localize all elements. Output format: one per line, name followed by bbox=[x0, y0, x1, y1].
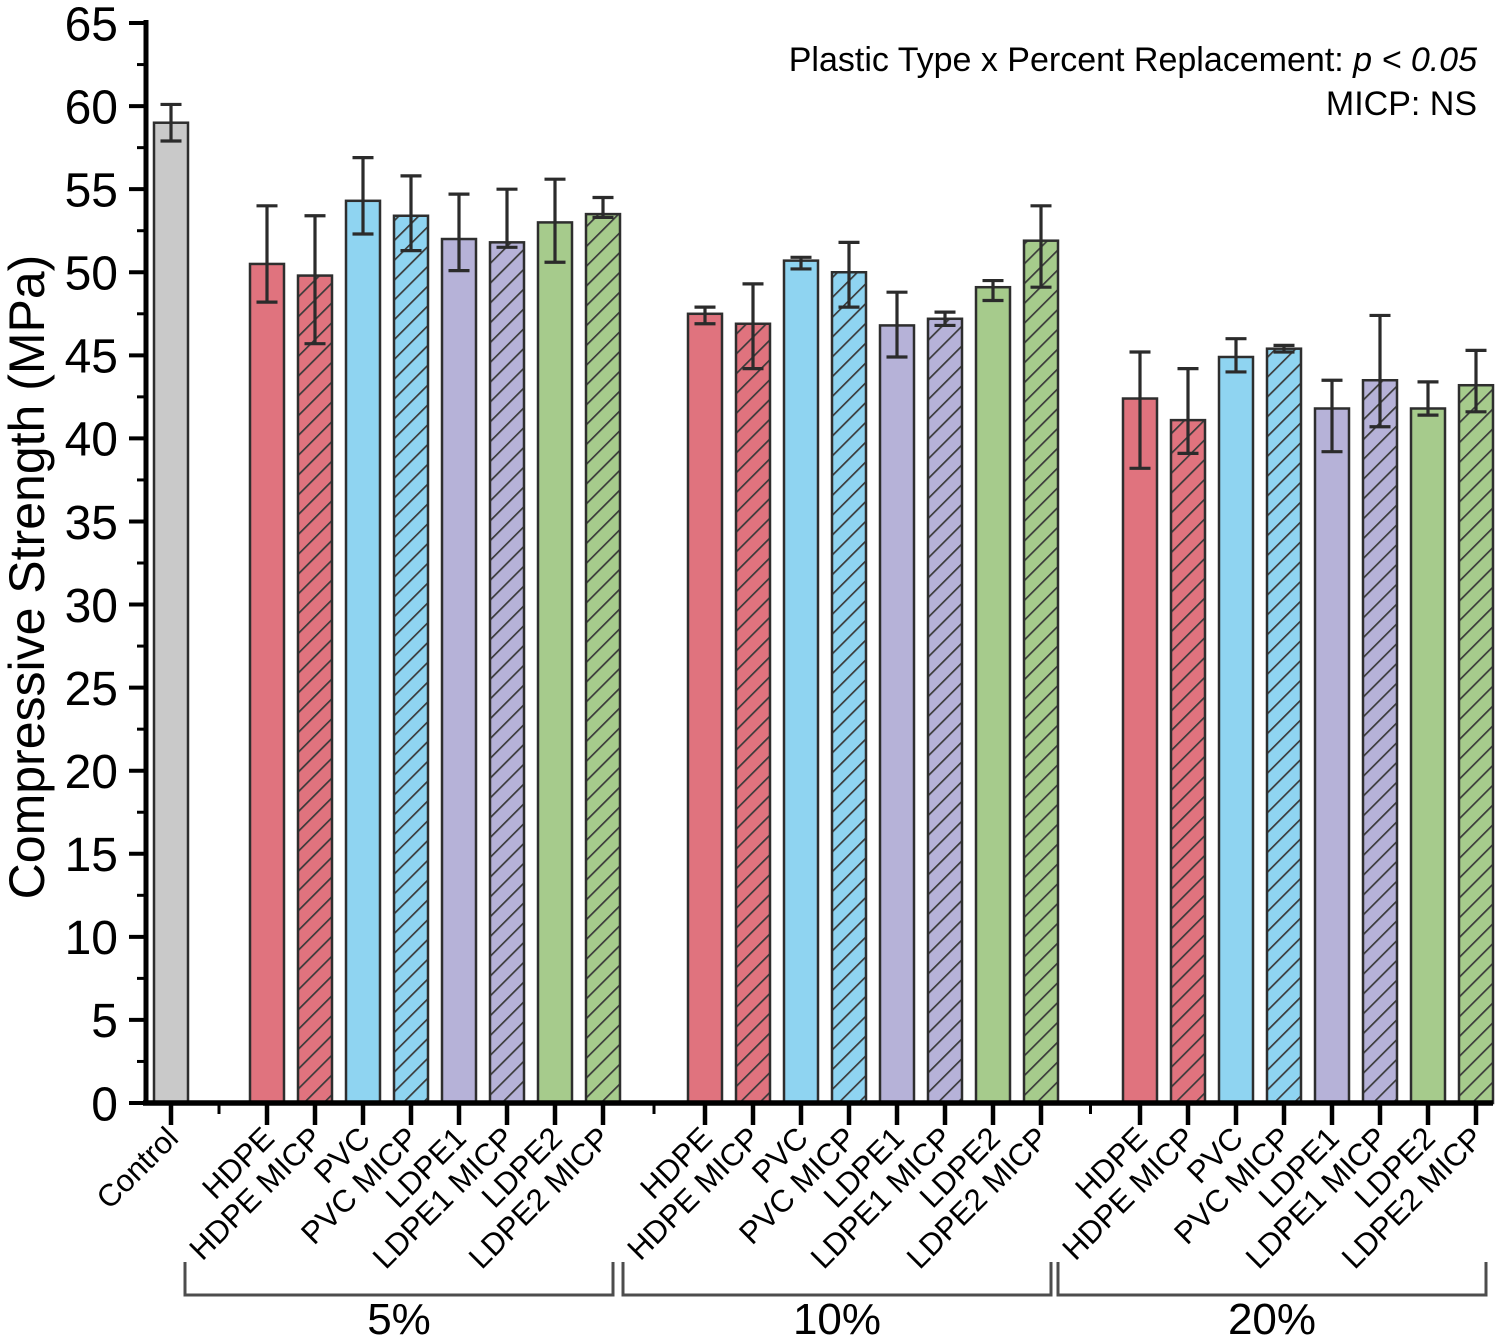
bar-ldpe2-micp-5pct bbox=[584, 195, 622, 1105]
bar-ldpe1-micp-20pct bbox=[1361, 313, 1399, 1105]
y-tick-label: 25 bbox=[65, 663, 118, 716]
stats-annotation: Plastic Type x Percent Replacement: p < … bbox=[789, 38, 1477, 126]
y-tick-label: 20 bbox=[65, 746, 118, 799]
group-label: 5% bbox=[367, 1295, 431, 1340]
bar-pvc-micp-10pct bbox=[830, 240, 868, 1105]
bar-hdpe-micp-20pct bbox=[1169, 367, 1207, 1105]
y-tick-label: 60 bbox=[65, 81, 118, 134]
bar-ldpe1-micp-10pct bbox=[926, 310, 964, 1105]
bar-hdpe-micp-10pct bbox=[734, 282, 772, 1105]
y-tick-label: 15 bbox=[65, 829, 118, 882]
y-tick-label: 0 bbox=[91, 1078, 118, 1131]
y-tick-label: 35 bbox=[65, 497, 118, 550]
bar-pvc-5pct bbox=[344, 156, 382, 1105]
bar-control bbox=[152, 102, 190, 1105]
bar-pvc-20pct bbox=[1217, 337, 1255, 1105]
bar-pvc-micp-20pct bbox=[1265, 343, 1303, 1105]
bars-layer bbox=[152, 102, 1495, 1105]
bar-pvc-10pct bbox=[782, 255, 820, 1105]
y-tick-label: 50 bbox=[65, 248, 118, 301]
y-tick-label: 45 bbox=[65, 331, 118, 384]
group-label: 20% bbox=[1228, 1295, 1316, 1340]
annotation-line2: MICP: NS bbox=[1325, 85, 1477, 124]
bar-ldpe2-micp-10pct bbox=[1022, 204, 1060, 1105]
bar-hdpe-micp-5pct bbox=[296, 214, 334, 1105]
bar-ldpe1-micp-5pct bbox=[488, 187, 526, 1105]
bar-ldpe1-20pct bbox=[1313, 378, 1351, 1105]
group-bracket bbox=[183, 1262, 615, 1297]
bar-ldpe2-micp-20pct bbox=[1457, 348, 1495, 1105]
y-tick-label: 10 bbox=[65, 912, 118, 965]
bar-ldpe2-20pct bbox=[1409, 380, 1447, 1105]
bar-pvc-micp-5pct bbox=[392, 174, 430, 1105]
y-tick-label: 5 bbox=[91, 995, 118, 1048]
y-tick-label: 40 bbox=[65, 414, 118, 467]
annotation-line1-prefix: Plastic Type x Percent Replacement: bbox=[788, 41, 1354, 79]
bar-ldpe2-10pct bbox=[974, 278, 1012, 1105]
bar-hdpe-20pct bbox=[1121, 350, 1159, 1105]
bar-ldpe2-5pct bbox=[536, 177, 574, 1105]
bar-ldpe1-5pct bbox=[440, 192, 478, 1105]
y-tick-label: 55 bbox=[65, 164, 118, 217]
axes-layer bbox=[129, 20, 1493, 1297]
bar-ldpe1-10pct bbox=[878, 290, 916, 1105]
bar-hdpe-10pct bbox=[686, 305, 724, 1105]
annotation-pvalue: p < 0.05 bbox=[1353, 41, 1477, 79]
annotation-line1: Plastic Type x Percent Replacement: p < … bbox=[789, 38, 1477, 82]
group-bracket bbox=[1056, 1262, 1488, 1297]
group-bracket bbox=[621, 1262, 1053, 1297]
x-tick-label: Control bbox=[90, 1120, 185, 1215]
y-tick-label: 65 bbox=[65, 0, 118, 51]
group-label: 10% bbox=[793, 1295, 881, 1340]
y-tick-label: 30 bbox=[65, 580, 118, 633]
bar-hdpe-5pct bbox=[248, 204, 286, 1105]
y-axis-title: Compressive Strength (MPa) bbox=[0, 255, 55, 900]
